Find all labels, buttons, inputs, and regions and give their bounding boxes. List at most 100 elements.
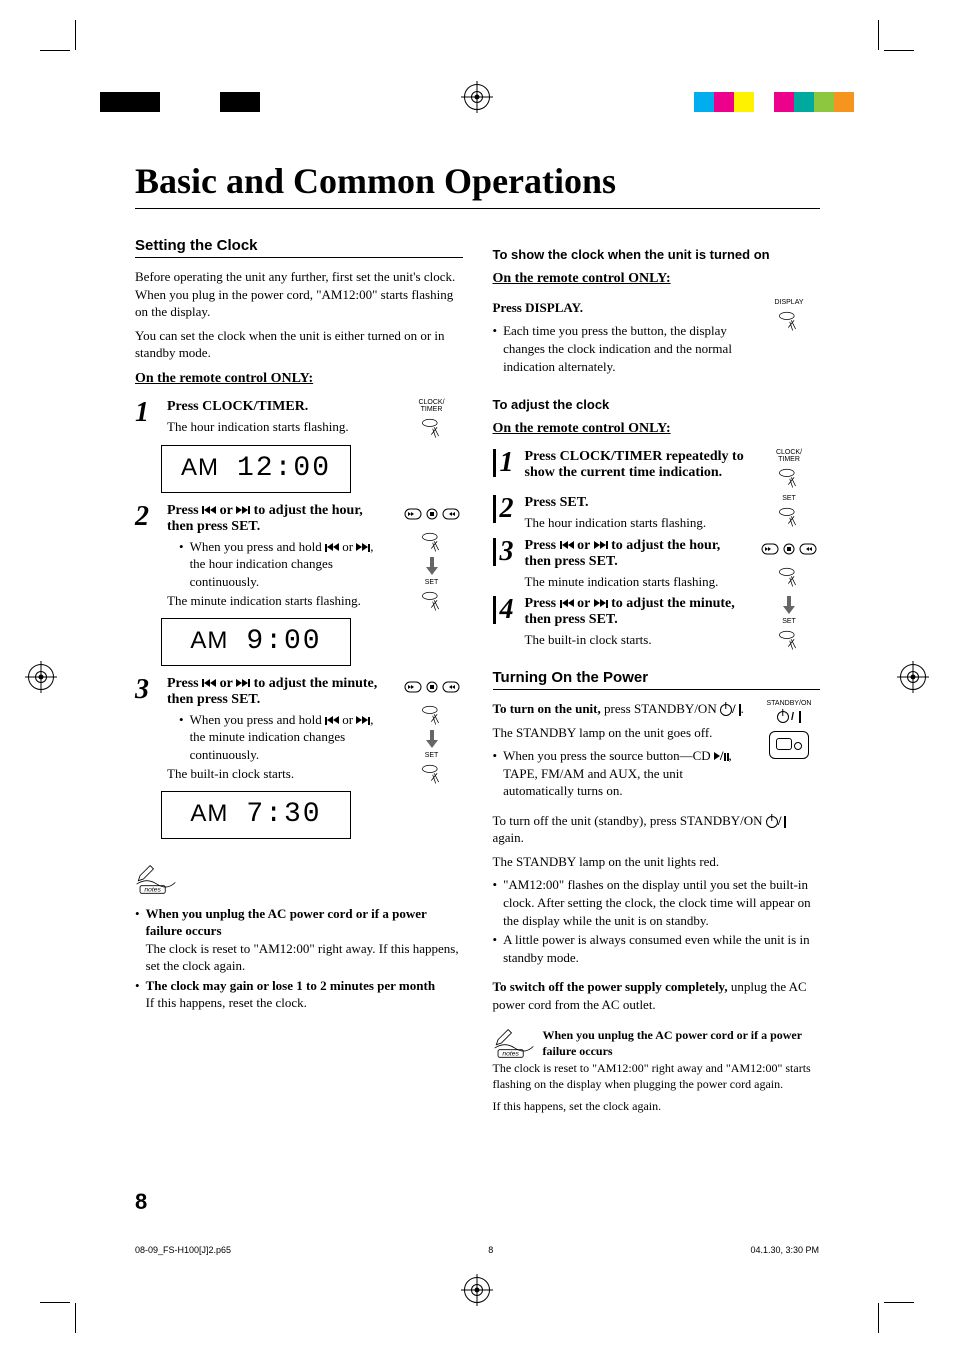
reg-color-block xyxy=(220,92,240,112)
crop-mark xyxy=(878,20,879,50)
notes-block: •When you unplug the AC power cord or if… xyxy=(135,905,463,1012)
step-2: 2 Press SET. The hour indication starts … xyxy=(493,495,821,532)
reg-color-block xyxy=(160,92,180,112)
footer-filename: 08-09_FS-H100[J]2.p65 xyxy=(135,1245,231,1255)
crop-mark xyxy=(884,50,914,51)
step-title: Press SET. xyxy=(525,495,751,511)
button-label: SET xyxy=(782,495,796,502)
button-label: SET xyxy=(425,752,439,759)
lcd-display: AM 12:00 xyxy=(161,445,351,493)
button-label: SET xyxy=(782,618,796,625)
footer-timestamp: 04.1.30, 3:30 PM xyxy=(750,1245,819,1255)
page-title: Basic and Common Operations xyxy=(135,160,820,202)
press-button-icon xyxy=(778,310,800,332)
step-text: The built-in clock starts. xyxy=(525,631,751,649)
power-icon xyxy=(777,711,789,723)
reg-color-block xyxy=(200,92,220,112)
step-2: 2 Press or to adjust the hour, then pres… xyxy=(135,503,463,612)
switch-off-text: To switch off the power supply completel… xyxy=(493,978,821,1013)
footer-meta: 08-09_FS-H100[J]2.p65 8 04.1.30, 3:30 PM xyxy=(135,1245,819,1255)
reg-color-block xyxy=(774,92,794,112)
step-3: 3 Press or to adjust the hour, then pres… xyxy=(493,538,821,591)
press-button-icon xyxy=(778,629,800,651)
notes-block: notes When you unplug the AC power cord … xyxy=(493,1027,821,1059)
button-label: DISPLAY xyxy=(774,299,803,306)
prev-next-buttons-icon xyxy=(404,676,460,700)
left-column: Setting the Clock Before operating the u… xyxy=(135,237,463,1120)
section-heading: Setting the Clock xyxy=(135,237,463,258)
note-text: The clock is reset to "AM12:00" right aw… xyxy=(493,1060,821,1092)
step-1: 1 Press CLOCK/TIMER repeatedly to show t… xyxy=(493,449,821,489)
svg-text:notes: notes xyxy=(144,886,161,893)
power-icon xyxy=(766,816,778,828)
step-text: The minute indication starts flashing. xyxy=(525,573,751,591)
step-number: 3 xyxy=(135,676,159,704)
registration-target-icon xyxy=(464,84,490,110)
step-text: The minute indication starts flashing. xyxy=(167,592,393,610)
remote-only-heading: On the remote control ONLY: xyxy=(493,270,821,289)
remote-only-heading: On the remote control ONLY: xyxy=(135,370,463,389)
button-label: CLOCK/ TIMER xyxy=(776,449,802,463)
step-number: 2 xyxy=(135,503,159,531)
title-rule xyxy=(135,208,820,209)
step-text: The hour indication starts flashing. xyxy=(525,514,751,532)
press-button-icon xyxy=(778,566,800,588)
turn-on-text: To turn on the unit, press STANDBY/ON /. xyxy=(493,700,751,718)
manual-page: Basic and Common Operations Setting the … xyxy=(0,0,954,1353)
reg-color-block xyxy=(120,92,140,112)
crop-mark xyxy=(40,1302,70,1303)
crop-mark xyxy=(75,1303,76,1333)
press-button-icon xyxy=(421,763,443,785)
step-title: Press or to adjust the hour, then press … xyxy=(167,503,393,535)
subsection-heading: To show the clock when the unit is turne… xyxy=(493,247,821,262)
lcd-display: AM 7:30 xyxy=(161,791,351,839)
reg-color-block xyxy=(734,92,754,112)
step-number: 1 xyxy=(493,449,517,477)
prev-next-buttons-icon xyxy=(761,538,817,562)
step-number: 2 xyxy=(493,495,517,523)
registration-target-icon xyxy=(900,664,926,690)
bullet-text: •When you press and hold or , the hour i… xyxy=(179,538,393,591)
bullet-text: •A little power is always consumed even … xyxy=(493,931,821,966)
turn-off-text: To turn off the unit (standby), press ST… xyxy=(493,812,821,847)
crop-mark xyxy=(75,20,76,50)
note-text: If this happens, set the clock again. xyxy=(493,1098,821,1114)
step-title: Press CLOCK/TIMER repeatedly to show the… xyxy=(525,449,751,481)
step-title: Press or to adjust the hour, then press … xyxy=(525,538,751,570)
step-number: 1 xyxy=(135,399,159,427)
lcd-am: AM xyxy=(181,454,219,482)
step-number: 4 xyxy=(493,596,517,624)
reg-color-block xyxy=(714,92,734,112)
registration-target-icon xyxy=(28,664,54,690)
reg-color-block xyxy=(240,92,260,112)
standby-red-text: The STANDBY lamp on the unit lights red. xyxy=(493,853,821,871)
press-button-icon xyxy=(421,417,443,439)
step-number: 3 xyxy=(493,538,517,566)
down-arrow-icon xyxy=(425,730,439,748)
step-text: The built-in clock starts. xyxy=(167,765,393,783)
down-arrow-icon xyxy=(425,557,439,575)
button-label: STANDBY/ON xyxy=(767,700,812,707)
crop-mark xyxy=(878,1303,879,1333)
footer-page: 8 xyxy=(488,1245,493,1255)
reg-color-block xyxy=(140,92,160,112)
step-text: The hour indication starts flashing. xyxy=(167,418,393,436)
reg-color-block xyxy=(180,92,200,112)
page-number: 8 xyxy=(135,1189,147,1215)
step-1: 1 Press CLOCK/TIMER. The hour indication… xyxy=(135,399,463,439)
lcd-display: AM 9:00 xyxy=(161,618,351,666)
lcd-time: 9:00 xyxy=(246,626,321,657)
step-3: 3 Press or to adjust the minute, then pr… xyxy=(135,676,463,785)
svg-text:notes: notes xyxy=(502,1051,519,1058)
power-icon xyxy=(720,704,732,716)
reg-color-block xyxy=(814,92,834,112)
bullet-text: •When you press the source button—CD /, … xyxy=(493,747,751,800)
bullet-text: •Each time you press the button, the dis… xyxy=(493,322,751,375)
crop-mark xyxy=(884,1302,914,1303)
button-label: SET xyxy=(425,579,439,586)
subsection-heading: To adjust the clock xyxy=(493,397,821,412)
reg-color-block xyxy=(754,92,774,112)
notes-icon: notes xyxy=(493,1027,535,1059)
section-heading: Turning On the Power xyxy=(493,669,821,690)
reg-color-block xyxy=(100,92,120,112)
